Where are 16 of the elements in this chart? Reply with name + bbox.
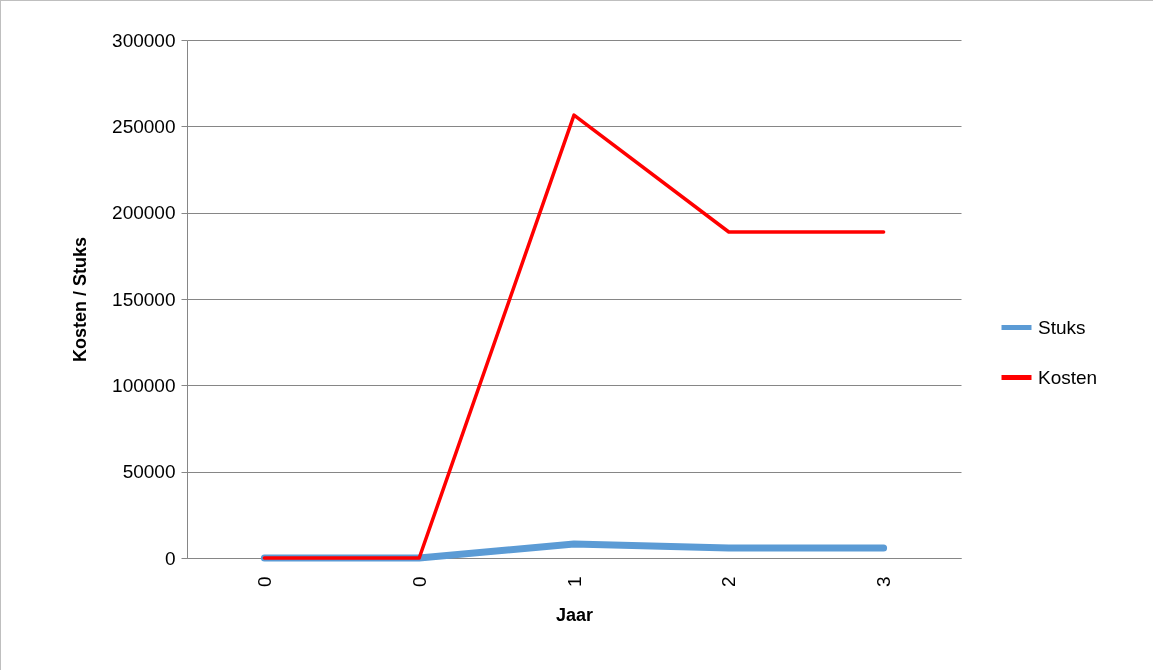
x-tick-label: 3 [873,576,895,588]
legend-label: Stuks [1038,316,1086,338]
x-axis-title: Jaar [555,605,594,626]
y-tick-label: 50000 [122,461,176,483]
y-tick-label: 200000 [112,202,176,224]
y-axis-title: Kosten / Stuks [70,236,91,363]
y-tick-label: 300000 [112,29,176,51]
x-tick-label: 2 [718,576,740,588]
y-tick-label: 150000 [112,288,176,310]
x-tick-label: 0 [408,576,430,588]
y-tick-label: 100000 [112,374,176,396]
x-tick-label: 1 [563,576,585,588]
x-tick-label: 0 [253,576,275,588]
legend-label: Kosten [1038,366,1098,388]
y-tick-label: 0 [164,547,176,569]
y-tick-label: 250000 [112,115,176,137]
